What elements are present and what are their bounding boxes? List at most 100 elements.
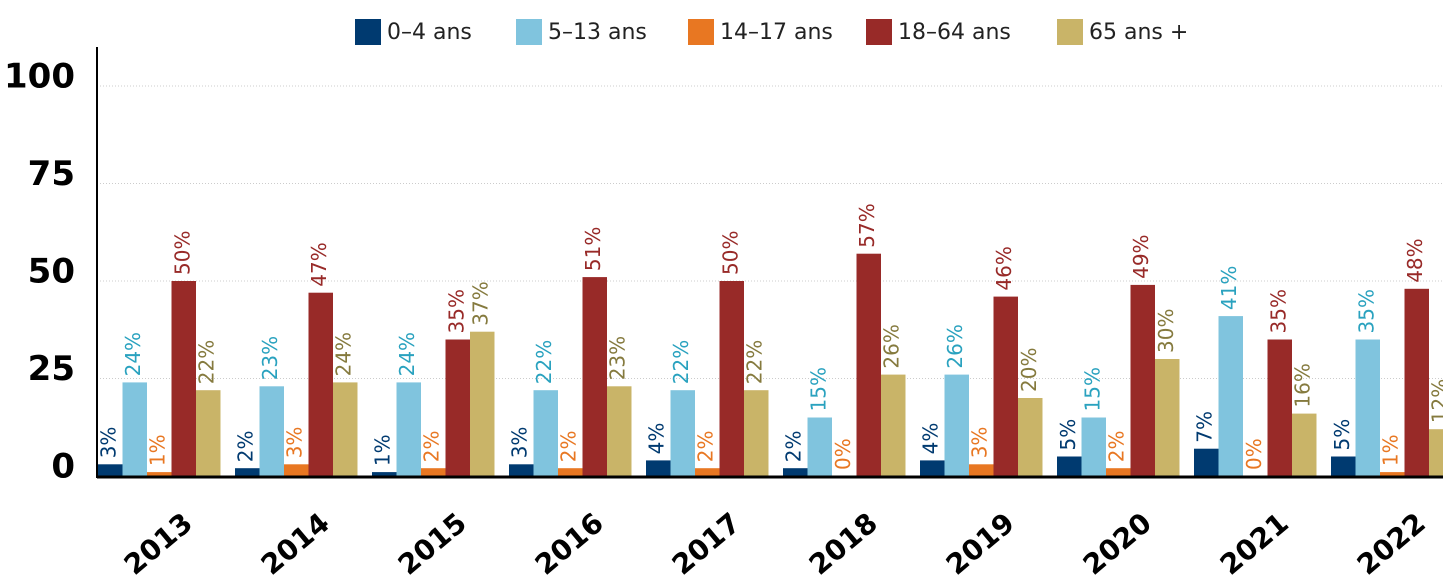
value-label: 2% <box>234 430 258 462</box>
y-tick-label: 0 <box>51 447 75 487</box>
bar <box>470 331 495 476</box>
value-label: 16% <box>1291 363 1315 407</box>
x-tick-label: 2018 <box>803 506 884 581</box>
legend-swatch <box>1057 19 1083 45</box>
bar <box>1218 316 1243 476</box>
x-tick-label: 2015 <box>392 506 473 581</box>
value-label: 3% <box>968 427 992 459</box>
bar <box>744 390 769 476</box>
bar <box>1292 413 1317 476</box>
legend-label: 0–4 ans <box>387 20 472 45</box>
bar <box>1106 468 1131 476</box>
value-label: 5% <box>1330 419 1354 451</box>
bar <box>993 296 1018 476</box>
bar <box>920 460 945 476</box>
value-label: 24% <box>121 332 145 376</box>
value-label: 4% <box>645 423 669 455</box>
bar <box>98 464 123 476</box>
value-label: 37% <box>469 281 493 325</box>
legend-label: 14–17 ans <box>720 20 833 45</box>
value-label: 26% <box>880 324 904 368</box>
value-label: 23% <box>606 336 630 380</box>
bar <box>259 386 284 476</box>
value-label: 2% <box>782 430 806 462</box>
value-label: 2% <box>694 430 718 462</box>
value-label: 47% <box>307 242 331 286</box>
bar <box>1380 472 1405 476</box>
x-tick-label: 2020 <box>1077 506 1158 581</box>
value-label: 0% <box>1242 438 1266 470</box>
bar <box>396 382 421 476</box>
value-label: 5% <box>1056 419 1080 451</box>
value-label: 12% <box>1428 379 1443 423</box>
bar <box>1429 429 1443 476</box>
value-label: 4% <box>919 423 943 455</box>
value-label: 1% <box>371 434 395 466</box>
bar <box>509 464 534 476</box>
value-label: 46% <box>992 246 1016 290</box>
bar <box>607 386 632 476</box>
value-label: 50% <box>170 231 194 275</box>
value-label: 50% <box>718 231 742 275</box>
value-label: 2% <box>420 430 444 462</box>
value-label: 57% <box>855 203 879 247</box>
bar <box>783 468 808 476</box>
legend-swatch <box>355 19 381 45</box>
bar <box>147 472 172 476</box>
x-tick-label: 2013 <box>118 506 199 581</box>
bar <box>719 281 744 476</box>
value-label: 7% <box>1193 411 1217 443</box>
value-label: 15% <box>1080 367 1104 411</box>
value-label: 48% <box>1403 238 1427 282</box>
value-label: 22% <box>195 340 219 384</box>
bar <box>308 292 333 476</box>
y-tick-label: 100 <box>4 57 75 97</box>
value-label: 1% <box>146 434 170 466</box>
bar <box>582 277 607 476</box>
bar <box>944 374 969 476</box>
legend-swatch <box>516 19 542 45</box>
bar <box>122 382 147 476</box>
legend-swatch <box>866 19 892 45</box>
value-label: 22% <box>669 340 693 384</box>
bar <box>1057 456 1082 476</box>
bar <box>881 374 906 476</box>
value-label: 15% <box>806 367 830 411</box>
bar <box>856 253 881 476</box>
x-tick-label: 2016 <box>529 506 610 581</box>
x-tick-label: 2017 <box>666 506 747 581</box>
value-label: 22% <box>532 340 556 384</box>
value-label: 30% <box>1154 309 1178 353</box>
legend-swatch <box>688 19 714 45</box>
bar <box>333 382 358 476</box>
value-label: 35% <box>1266 289 1290 333</box>
legend-label: 5–13 ans <box>548 20 647 45</box>
bar <box>1404 288 1429 476</box>
x-tick-label: 2021 <box>1214 506 1295 581</box>
bar <box>284 464 309 476</box>
value-label: 2% <box>1105 430 1129 462</box>
bar <box>235 468 260 476</box>
bar <box>421 468 446 476</box>
value-label: 51% <box>581 227 605 271</box>
bar <box>533 390 558 476</box>
y-tick-label: 75 <box>28 154 75 194</box>
bar <box>1081 417 1106 476</box>
value-label: 49% <box>1129 234 1153 278</box>
legend-label: 65 ans + <box>1089 20 1188 45</box>
bar <box>1331 456 1356 476</box>
bar <box>969 464 994 476</box>
value-label: 26% <box>943 324 967 368</box>
bar <box>1018 398 1043 476</box>
value-label: 3% <box>97 427 121 459</box>
value-label: 22% <box>743 340 767 384</box>
value-label: 35% <box>1354 289 1378 333</box>
value-label: 35% <box>444 289 468 333</box>
x-tick-label: 2014 <box>255 506 336 581</box>
value-label: 24% <box>395 332 419 376</box>
bar <box>558 468 583 476</box>
bar <box>372 472 397 476</box>
bar <box>695 468 720 476</box>
y-tick-label: 25 <box>28 349 75 389</box>
bar <box>1267 339 1292 476</box>
